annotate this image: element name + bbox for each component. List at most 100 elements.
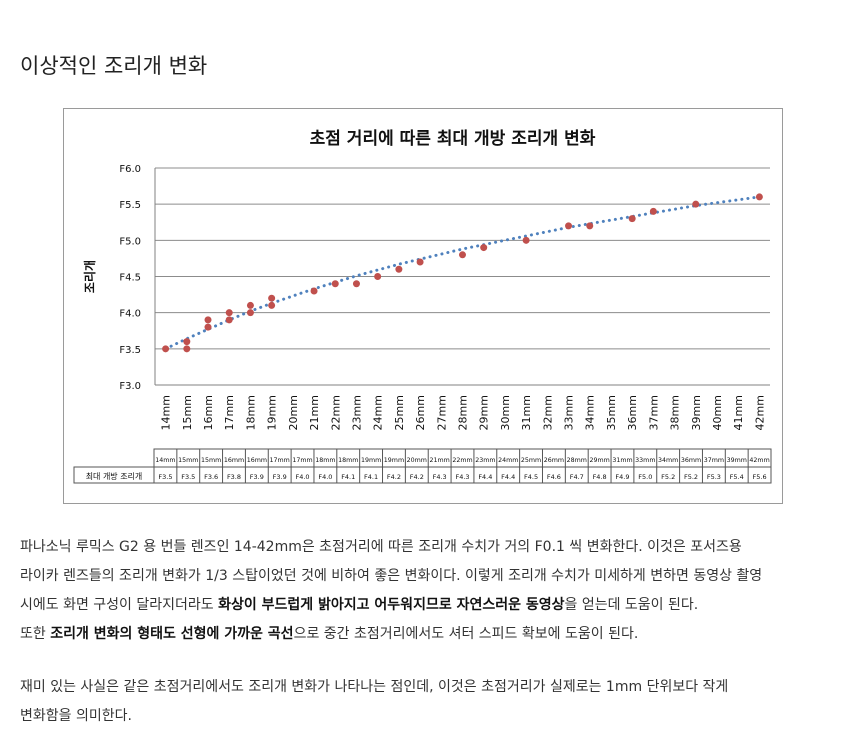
x-tick-label: 40mm <box>711 395 724 430</box>
table-aperture-cell: F4.5 <box>524 473 538 481</box>
table-focal-cell: 37mm <box>704 457 724 464</box>
data-point <box>755 193 763 201</box>
table-focal-cell: 18mm <box>315 457 335 464</box>
data-point <box>268 294 276 302</box>
aperture-chart: 초점 거리에 따른 최대 개방 조리개 변화 F3.0 F3.5 F4.0 F4.5 F5… <box>73 129 772 484</box>
paragraph-1-line-1: 파나소닉 루믹스 G2 용 번들 렌즈인 14-42mm은 초점거리에 따른 조… <box>20 539 742 555</box>
y-axis-label: 조리개 <box>82 260 97 293</box>
table-aperture-cell: F4.8 <box>593 473 607 481</box>
x-tick-label: 41mm <box>732 395 745 430</box>
y-tick-label: F3.0 <box>119 381 141 392</box>
table-aperture-cell: F5.2 <box>684 473 698 481</box>
data-point <box>692 200 700 208</box>
x-tick-label: 36mm <box>626 395 639 430</box>
x-tick-label: 15mm <box>181 395 194 430</box>
table-focal-cell: 25mm <box>521 457 541 464</box>
y-tick-label: F3.5 <box>119 345 141 356</box>
data-point <box>352 280 360 288</box>
data-point <box>586 222 594 230</box>
table-focal-cell: 34mm <box>658 457 678 464</box>
table-focal-cell: 14mm <box>155 457 175 464</box>
text-span: 으로 중간 초점거리에서도 셔터 스피드 확보에 도움이 된다. <box>293 626 639 642</box>
table-focal-cell: 16mm <box>224 457 244 464</box>
table-focal-cell: 16mm <box>247 457 267 464</box>
data-point <box>480 244 488 252</box>
table-aperture-cell: F4.0 <box>295 473 309 481</box>
data-point <box>310 287 318 295</box>
table-row-label: 최대 개방 조리개 <box>86 471 143 481</box>
data-point <box>204 316 212 324</box>
table-focal-cell: 19mm <box>384 457 404 464</box>
data-point <box>246 309 254 317</box>
x-tick-label: 17mm <box>223 395 236 430</box>
table-aperture-cell: F3.5 <box>158 473 172 481</box>
x-tick-label: 32mm <box>541 395 554 430</box>
table-focal-cell: 24mm <box>498 457 518 464</box>
x-tick-label: 25mm <box>393 395 406 430</box>
table-focal-cell: 19mm <box>361 457 381 464</box>
paragraph-2-line-1: 재미 있는 사실은 같은 초점거리에서도 조리개 변화가 나타나는 점인데, 이… <box>20 679 729 695</box>
table-focal-cell: 42mm <box>749 457 769 464</box>
text-span: 을 얻는데 도움이 된다. <box>564 597 699 613</box>
data-point <box>522 236 530 244</box>
table-aperture-cell: F5.2 <box>661 473 675 481</box>
table-aperture-cell: F5.4 <box>730 473 744 481</box>
table-aperture-cell: F4.3 <box>433 473 447 481</box>
x-tick-label: 28mm <box>457 395 470 430</box>
data-point <box>649 207 657 215</box>
y-tick-label: F5.5 <box>119 200 141 211</box>
data-point <box>628 215 636 223</box>
paragraph-2: 재미 있는 사실은 같은 초점거리에서도 조리개 변화가 나타나는 점인데, 이… <box>20 673 835 731</box>
table-focal-cell: 17mm <box>292 457 312 464</box>
table-aperture-cell: F5.3 <box>707 473 721 481</box>
data-point <box>183 345 191 353</box>
table-aperture-cell: F3.9 <box>250 473 264 481</box>
table-aperture-cell: F4.2 <box>387 473 401 481</box>
table-aperture-cell: F4.7 <box>570 473 584 481</box>
table-aperture-cell: F4.1 <box>341 473 355 481</box>
data-point <box>331 280 339 288</box>
data-point <box>459 251 466 259</box>
table-aperture-cell: F4.4 <box>478 473 492 481</box>
text-span: 또한 <box>20 626 51 642</box>
x-tick-label: 26mm <box>414 395 427 430</box>
table-aperture-cell: F4.2 <box>410 473 424 481</box>
data-point <box>162 345 170 353</box>
table-focal-cell: 36mm <box>681 457 701 464</box>
page-title: 이상적인 조리개 변화 <box>20 54 208 78</box>
data-point <box>183 338 191 346</box>
data-point <box>395 265 403 273</box>
table-aperture-cell: F4.0 <box>318 473 332 481</box>
table-focal-cell: 33mm <box>635 457 655 464</box>
x-tick-label: 20mm <box>287 395 300 430</box>
data-point <box>225 316 233 324</box>
table-aperture-cell: F4.9 <box>615 473 629 481</box>
paragraph-1-line-3: 시에도 화면 구성이 달라지더라도 화상이 부드럽게 밝아지고 어두워지므로 자… <box>20 591 835 620</box>
x-tick-label: 38mm <box>669 395 682 430</box>
x-tick-label: 23mm <box>350 395 363 430</box>
data-point <box>268 301 276 309</box>
table-value-row <box>73 466 772 484</box>
data-point <box>204 323 212 331</box>
x-tick-label: 42mm <box>753 395 766 430</box>
table-focal-cell: 31mm <box>612 457 632 464</box>
table-aperture-cell: F4.6 <box>547 473 561 481</box>
table-aperture-cell: F4.1 <box>364 473 378 481</box>
x-tick-label: 18mm <box>244 395 257 430</box>
table-focal-cell: 26mm <box>544 457 564 464</box>
x-tick-label: 37mm <box>647 395 660 430</box>
x-tick-label: 22mm <box>329 395 342 430</box>
table-focal-cell: 21mm <box>430 457 450 464</box>
table-aperture-cell: F4.4 <box>501 473 515 481</box>
x-tick-label: 33mm <box>563 395 576 430</box>
paragraph-2-line-2: 변화함을 의미한다. <box>20 708 132 724</box>
bold-text: 화상이 부드럽게 밝아지고 어두워지므로 자연스러운 동영상 <box>218 597 565 613</box>
x-tick-label: 29mm <box>478 395 491 430</box>
table-aperture-cell: F3.6 <box>204 473 218 481</box>
table-focal-cell: 20mm <box>407 457 427 464</box>
trendline <box>164 195 761 351</box>
x-tick-label: 30mm <box>499 395 512 430</box>
table-focal-cell: 23mm <box>475 457 495 464</box>
y-tick-label: F6.0 <box>119 164 141 175</box>
x-tick-label: 27mm <box>435 395 448 430</box>
